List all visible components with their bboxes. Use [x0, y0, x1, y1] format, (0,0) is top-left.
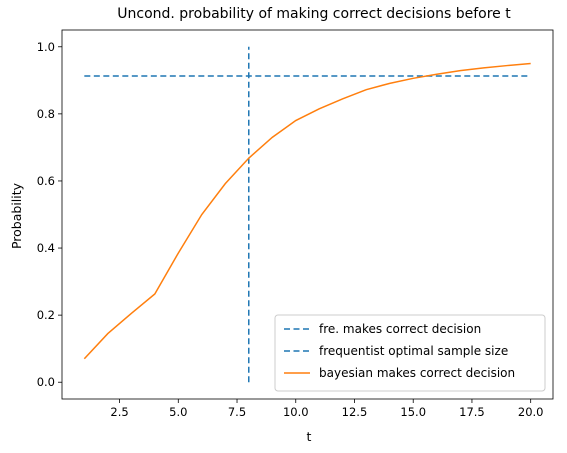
- legend-label: frequentist optimal sample size: [319, 344, 508, 358]
- series-line-bayesian-correct-decision: [83, 62, 531, 360]
- chart-title: Uncond. probability of making correct de…: [117, 6, 511, 22]
- legend-label: fre. makes correct decision: [319, 322, 481, 336]
- plot-frame: [61, 29, 554, 400]
- x-tick-label: 17.5: [459, 405, 485, 419]
- y-tick-label: 0.2: [37, 308, 55, 322]
- y-tick-label: 0.4: [37, 241, 55, 255]
- x-tick-label: 7.5: [228, 405, 246, 419]
- x-tick-label: 5.0: [169, 405, 187, 419]
- y-axis: 0.0 0.2 0.4 0.6 0.8 1.0: [37, 40, 62, 389]
- x-axis: 2.5 5.0 7.5 10.0 12.5 15.0 17.5 20.0: [110, 399, 543, 419]
- x-tick-label: 2.5: [110, 405, 128, 419]
- y-tick-label: 0.8: [37, 107, 55, 121]
- legend-box: [274, 314, 546, 392]
- y-tick-label: 0.0: [37, 375, 55, 389]
- x-tick-label: 12.5: [342, 405, 368, 419]
- legend-items: fre. makes correct decision frequentist o…: [284, 322, 515, 380]
- y-tick-label: 1.0: [37, 40, 55, 54]
- x-axis-title: t: [307, 429, 312, 444]
- y-axis-title: Probability: [9, 182, 24, 249]
- x-tick-label: 20.0: [518, 405, 544, 419]
- x-tick-label: 10.0: [283, 405, 309, 419]
- legend-label: bayesian makes correct decision: [319, 366, 515, 380]
- legend: fre. makes correct decision frequentist o…: [274, 314, 546, 392]
- y-tick-label: 0.6: [37, 174, 55, 188]
- x-tick-label: 15.0: [400, 405, 426, 419]
- plot-area: [83, 46, 531, 383]
